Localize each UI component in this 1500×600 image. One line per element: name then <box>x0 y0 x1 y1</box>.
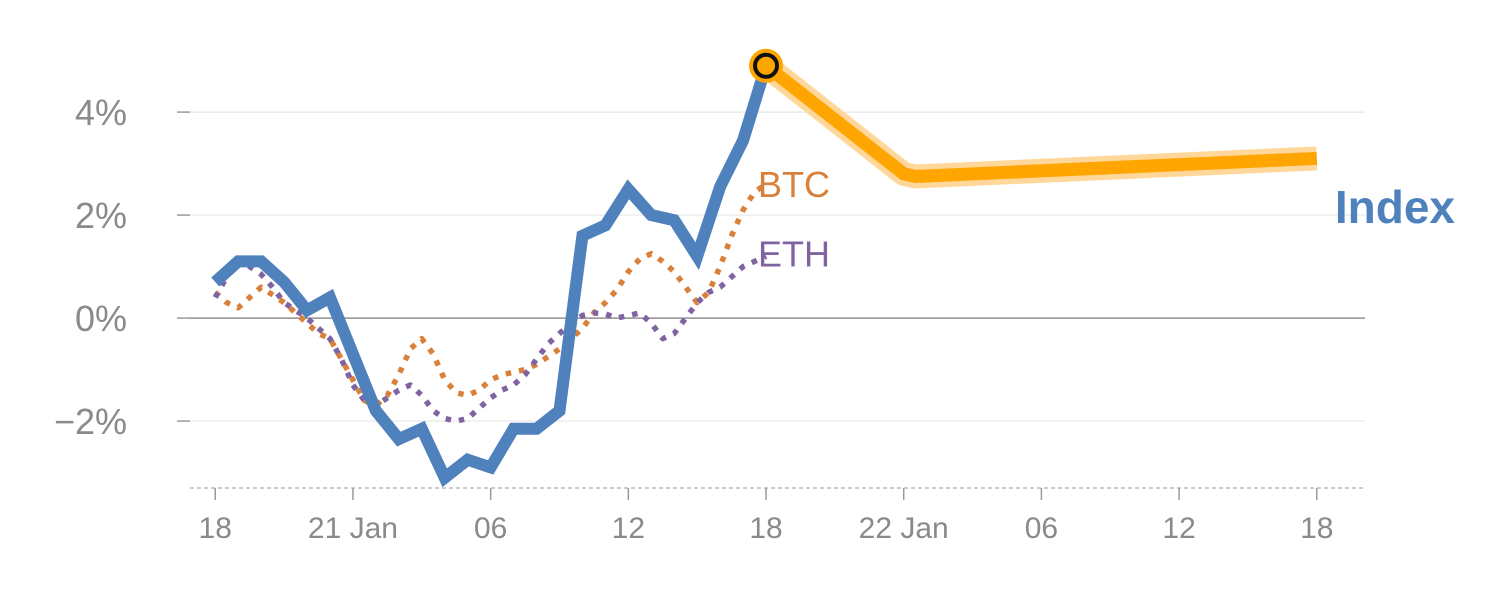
eth-label: ETH <box>758 234 830 275</box>
x-tick-label: 18 <box>1300 512 1333 545</box>
y-tick-label: 2% <box>75 195 127 236</box>
x-tick-label: 06 <box>1025 512 1058 545</box>
x-tick-label: 18 <box>199 512 232 545</box>
x-tick-label: 18 <box>749 512 782 545</box>
endpoint-marker <box>753 52 780 79</box>
index-label: Index <box>1335 181 1456 233</box>
y-tick-label: 4% <box>75 92 127 133</box>
x-tick-label: 22 Jan <box>859 512 949 545</box>
y-axis: 4% 2% 0% −2% <box>54 92 190 442</box>
x-tick-label: 12 <box>612 512 645 545</box>
btc-label: BTC <box>758 164 830 205</box>
projection-line <box>762 60 1318 183</box>
y-tick-label: −2% <box>54 401 127 442</box>
series-labels: BTC ETH Index <box>758 164 1455 275</box>
x-tick-label: 12 <box>1162 512 1195 545</box>
x-axis: 18 21 Jan 06 12 18 22 Jan 06 12 18 <box>190 487 1365 545</box>
series-lines <box>211 48 1318 488</box>
index-line <box>211 63 772 488</box>
y-tick-label: 0% <box>75 298 127 339</box>
x-tick-label: 06 <box>474 512 507 545</box>
x-tick-label: 21 Jan <box>308 512 398 545</box>
eth-line <box>212 253 768 424</box>
